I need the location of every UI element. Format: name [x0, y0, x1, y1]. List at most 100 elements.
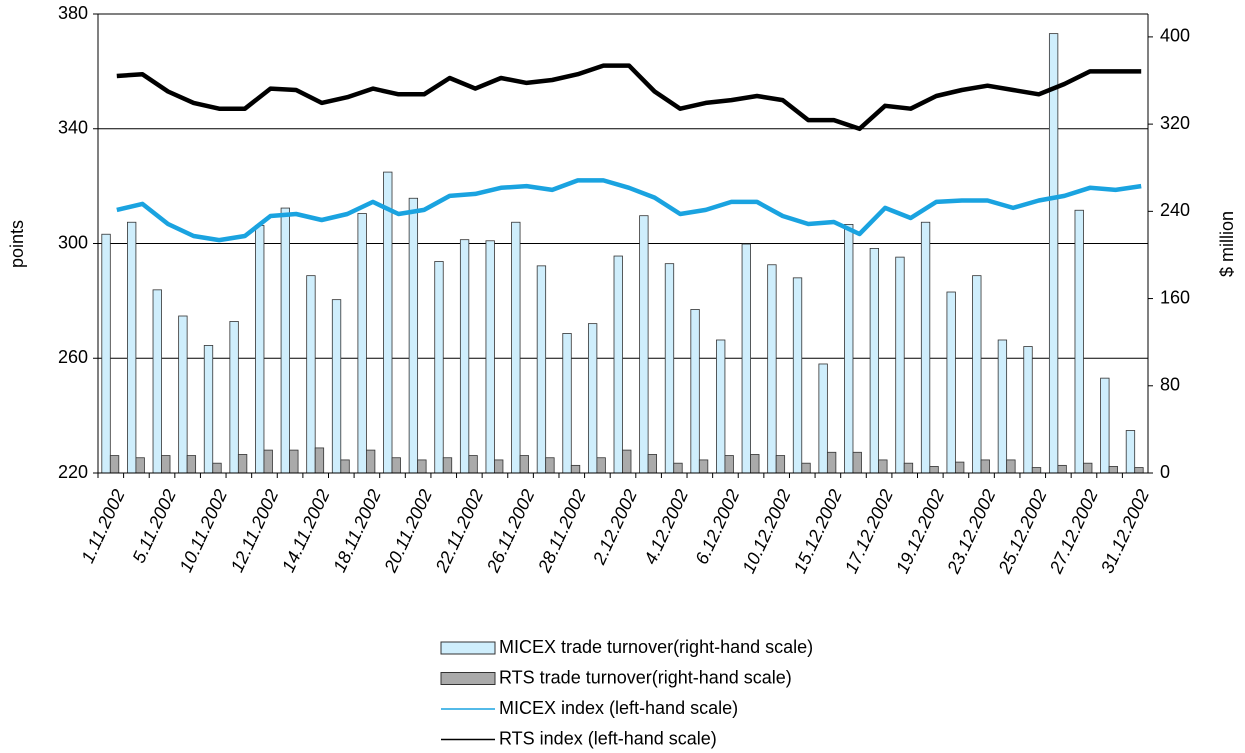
x-tick-label: 1.11.2002 — [77, 486, 128, 566]
bar — [494, 459, 504, 474]
bar — [716, 339, 726, 474]
bar — [673, 462, 683, 474]
x-tick-label: 18.11.2002 — [329, 486, 385, 575]
legend-label: RTS index (left-hand scale) — [499, 728, 717, 748]
y2-tick-label: 160 — [1160, 287, 1190, 307]
legend-label: RTS trade turnover(right-hand scale) — [499, 667, 792, 687]
x-tick-label: 6.12.2002 — [691, 486, 743, 567]
y2-tick-label: 80 — [1160, 375, 1180, 395]
bar — [1125, 430, 1136, 474]
bar — [1134, 467, 1144, 474]
bar — [775, 455, 786, 474]
bar — [997, 339, 1008, 474]
bar — [587, 323, 598, 474]
x-tick-label: 10.11.2002 — [176, 486, 232, 575]
bar — [878, 459, 888, 474]
y-tick-label: 220 — [58, 462, 88, 482]
x-tick-label: 14.11.2002 — [278, 486, 334, 575]
bar — [101, 233, 111, 474]
x-tick-label: 23.12.2002 — [943, 486, 1000, 577]
x-tick-label: 27.12.2002 — [1045, 486, 1102, 577]
bar — [972, 275, 982, 474]
bar — [280, 207, 290, 474]
y-tick-label: 380 — [58, 3, 88, 23]
bar — [741, 243, 751, 474]
bar — [306, 275, 316, 474]
bar — [562, 333, 572, 474]
bar — [1100, 377, 1110, 474]
bar — [442, 457, 453, 474]
legend-swatch — [440, 672, 496, 685]
bar — [1031, 467, 1042, 474]
bar — [903, 462, 914, 474]
bar — [263, 449, 273, 474]
bar — [955, 461, 965, 474]
bar — [1108, 466, 1118, 474]
bar — [536, 265, 547, 474]
bar — [127, 221, 137, 474]
bar — [724, 455, 734, 474]
bar — [1083, 462, 1093, 474]
y2-tick-label: 400 — [1160, 26, 1190, 46]
bar — [135, 457, 145, 474]
bar — [229, 321, 239, 474]
bar — [237, 454, 248, 474]
bar — [801, 462, 811, 474]
bar — [1048, 33, 1059, 474]
bar — [698, 459, 709, 474]
bar — [545, 457, 555, 474]
x-tick-label: 2.12.2002 — [589, 486, 641, 568]
x-tick-label: 20.11.2002 — [380, 486, 436, 576]
y-tick-label: 300 — [58, 232, 88, 252]
bar — [792, 277, 803, 474]
bar — [357, 213, 367, 474]
legend-swatch — [440, 641, 496, 655]
bar — [920, 221, 931, 474]
bar — [434, 261, 444, 474]
bar — [929, 466, 939, 474]
bar — [1057, 464, 1067, 474]
x-tick-label: 12.11.2002 — [227, 486, 283, 575]
bar — [1023, 346, 1033, 474]
bar — [289, 449, 299, 474]
x-tick-label: 22.11.2002 — [431, 486, 487, 576]
bar — [852, 451, 862, 474]
x-tick-label: 15.12.2002 — [790, 486, 846, 576]
bar — [946, 291, 956, 474]
bar — [622, 449, 632, 474]
bar — [485, 240, 495, 474]
bar — [408, 197, 419, 474]
bar — [664, 263, 675, 474]
bar — [750, 454, 760, 474]
legend-label: MICEX index (left-hand scale) — [499, 698, 738, 718]
bar — [519, 455, 529, 474]
x-tick-label: 25.12.2002 — [994, 486, 1051, 577]
bar — [459, 239, 470, 474]
bar — [186, 455, 197, 474]
bar — [818, 363, 828, 474]
bar — [203, 345, 214, 474]
bar — [1074, 209, 1084, 474]
bar — [331, 299, 342, 474]
bar — [570, 464, 581, 474]
x-tick-label: 4.12.2002 — [640, 486, 692, 567]
legend-label: MICEX trade turnover(right-hand scale) — [499, 637, 813, 657]
y-tick-label: 260 — [58, 347, 88, 367]
bar — [417, 459, 427, 474]
y2-tick-label: 240 — [1160, 200, 1190, 220]
y-axis-label: points — [7, 220, 27, 268]
x-tick-label: 26.11.2002 — [482, 486, 538, 576]
bar — [596, 457, 606, 474]
y-tick-label: 340 — [58, 118, 88, 138]
bar — [869, 248, 879, 474]
bar — [767, 264, 777, 474]
line-series — [116, 178, 1142, 243]
bar — [844, 224, 854, 474]
bar — [511, 221, 521, 474]
y2-tick-label: 0 — [1160, 462, 1170, 482]
bar — [980, 459, 990, 474]
bar — [391, 457, 401, 474]
bar — [1006, 459, 1016, 474]
